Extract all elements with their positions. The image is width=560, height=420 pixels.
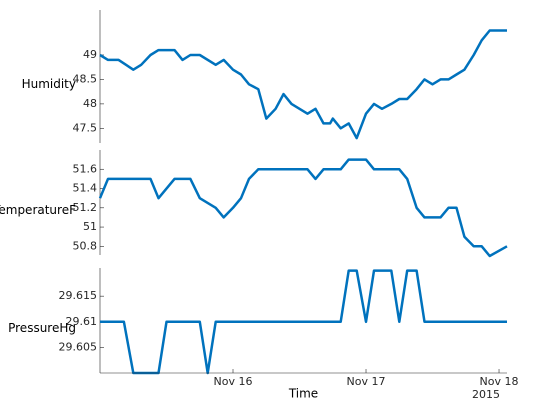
y-tick-label: 51.2	[73, 201, 98, 214]
y-tick-label: 51.6	[73, 162, 98, 175]
y-tick-label: 50.8	[73, 239, 98, 252]
data-line	[98, 158, 508, 258]
data-line	[100, 269, 507, 375]
y-tick-label: 48	[83, 97, 97, 110]
y-tick-label: 29.605	[59, 340, 98, 353]
y-tick-label: 51	[83, 220, 97, 233]
x-year-label: 2015	[472, 388, 500, 401]
y-tick-label: 29.61	[66, 315, 98, 328]
y-axis-label: Humidity	[22, 77, 76, 91]
x-axis-label: Time	[288, 387, 318, 401]
data-line	[99, 29, 507, 140]
y-axis-label: PressureHg	[8, 321, 76, 335]
y-axis-label: TemperatureF	[0, 203, 76, 217]
y-tick-label: 47.5	[73, 121, 98, 134]
x-tick-label: Nov 16	[214, 375, 253, 388]
y-tick-label: 49	[83, 48, 97, 61]
x-tick-label: Nov 18	[480, 375, 519, 388]
x-tick-label: Nov 17	[347, 375, 386, 388]
y-tick-label: 51.4	[73, 182, 98, 195]
y-tick-label: 48.5	[73, 72, 98, 85]
y-tick-label: 29.615	[59, 289, 98, 302]
